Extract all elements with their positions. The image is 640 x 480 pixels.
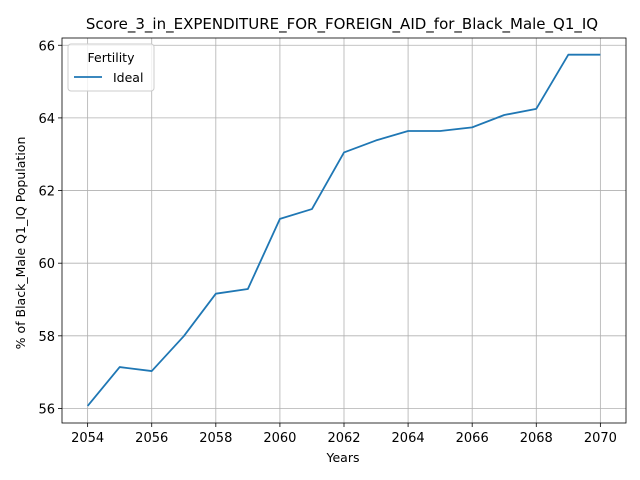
x-tick-label: 2070 <box>584 431 617 446</box>
x-tick-label: 2068 <box>520 431 553 446</box>
series-layer <box>86 53 601 407</box>
chart-title: Score_3_in_EXPENDITURE_FOR_FOREIGN_AID_f… <box>86 15 598 34</box>
y-tick-label: 56 <box>38 402 55 417</box>
y-tick-label: 64 <box>38 112 55 127</box>
series-line-ideal <box>86 53 601 407</box>
x-tick-label: 2056 <box>135 431 168 446</box>
x-tick-label: 2062 <box>327 431 360 446</box>
x-axis-label: Years <box>326 450 360 465</box>
x-tick-label: 2058 <box>199 431 232 446</box>
legend-title: Fertility <box>88 50 136 65</box>
legend: Fertility Ideal <box>67 43 155 92</box>
grid <box>62 38 626 423</box>
y-axis-ticks: 56 58 60 62 64 66 <box>38 39 62 417</box>
x-tick-label: 2064 <box>392 431 425 446</box>
y-tick-label: 62 <box>38 185 55 200</box>
x-tick-label: 2054 <box>71 431 104 446</box>
x-tick-label: 2066 <box>456 431 489 446</box>
x-tick-label: 2060 <box>263 431 296 446</box>
legend-label-ideal: Ideal <box>113 70 143 85</box>
y-axis-label: % of Black_Male Q1_IQ Population <box>13 137 28 350</box>
y-tick-label: 66 <box>38 39 55 54</box>
y-tick-label: 60 <box>38 257 55 272</box>
x-axis-ticks: 2054 2056 2058 2060 2062 2064 2066 2068 2070 <box>71 423 617 446</box>
y-tick-label: 58 <box>38 330 55 345</box>
legend-box <box>67 43 155 92</box>
